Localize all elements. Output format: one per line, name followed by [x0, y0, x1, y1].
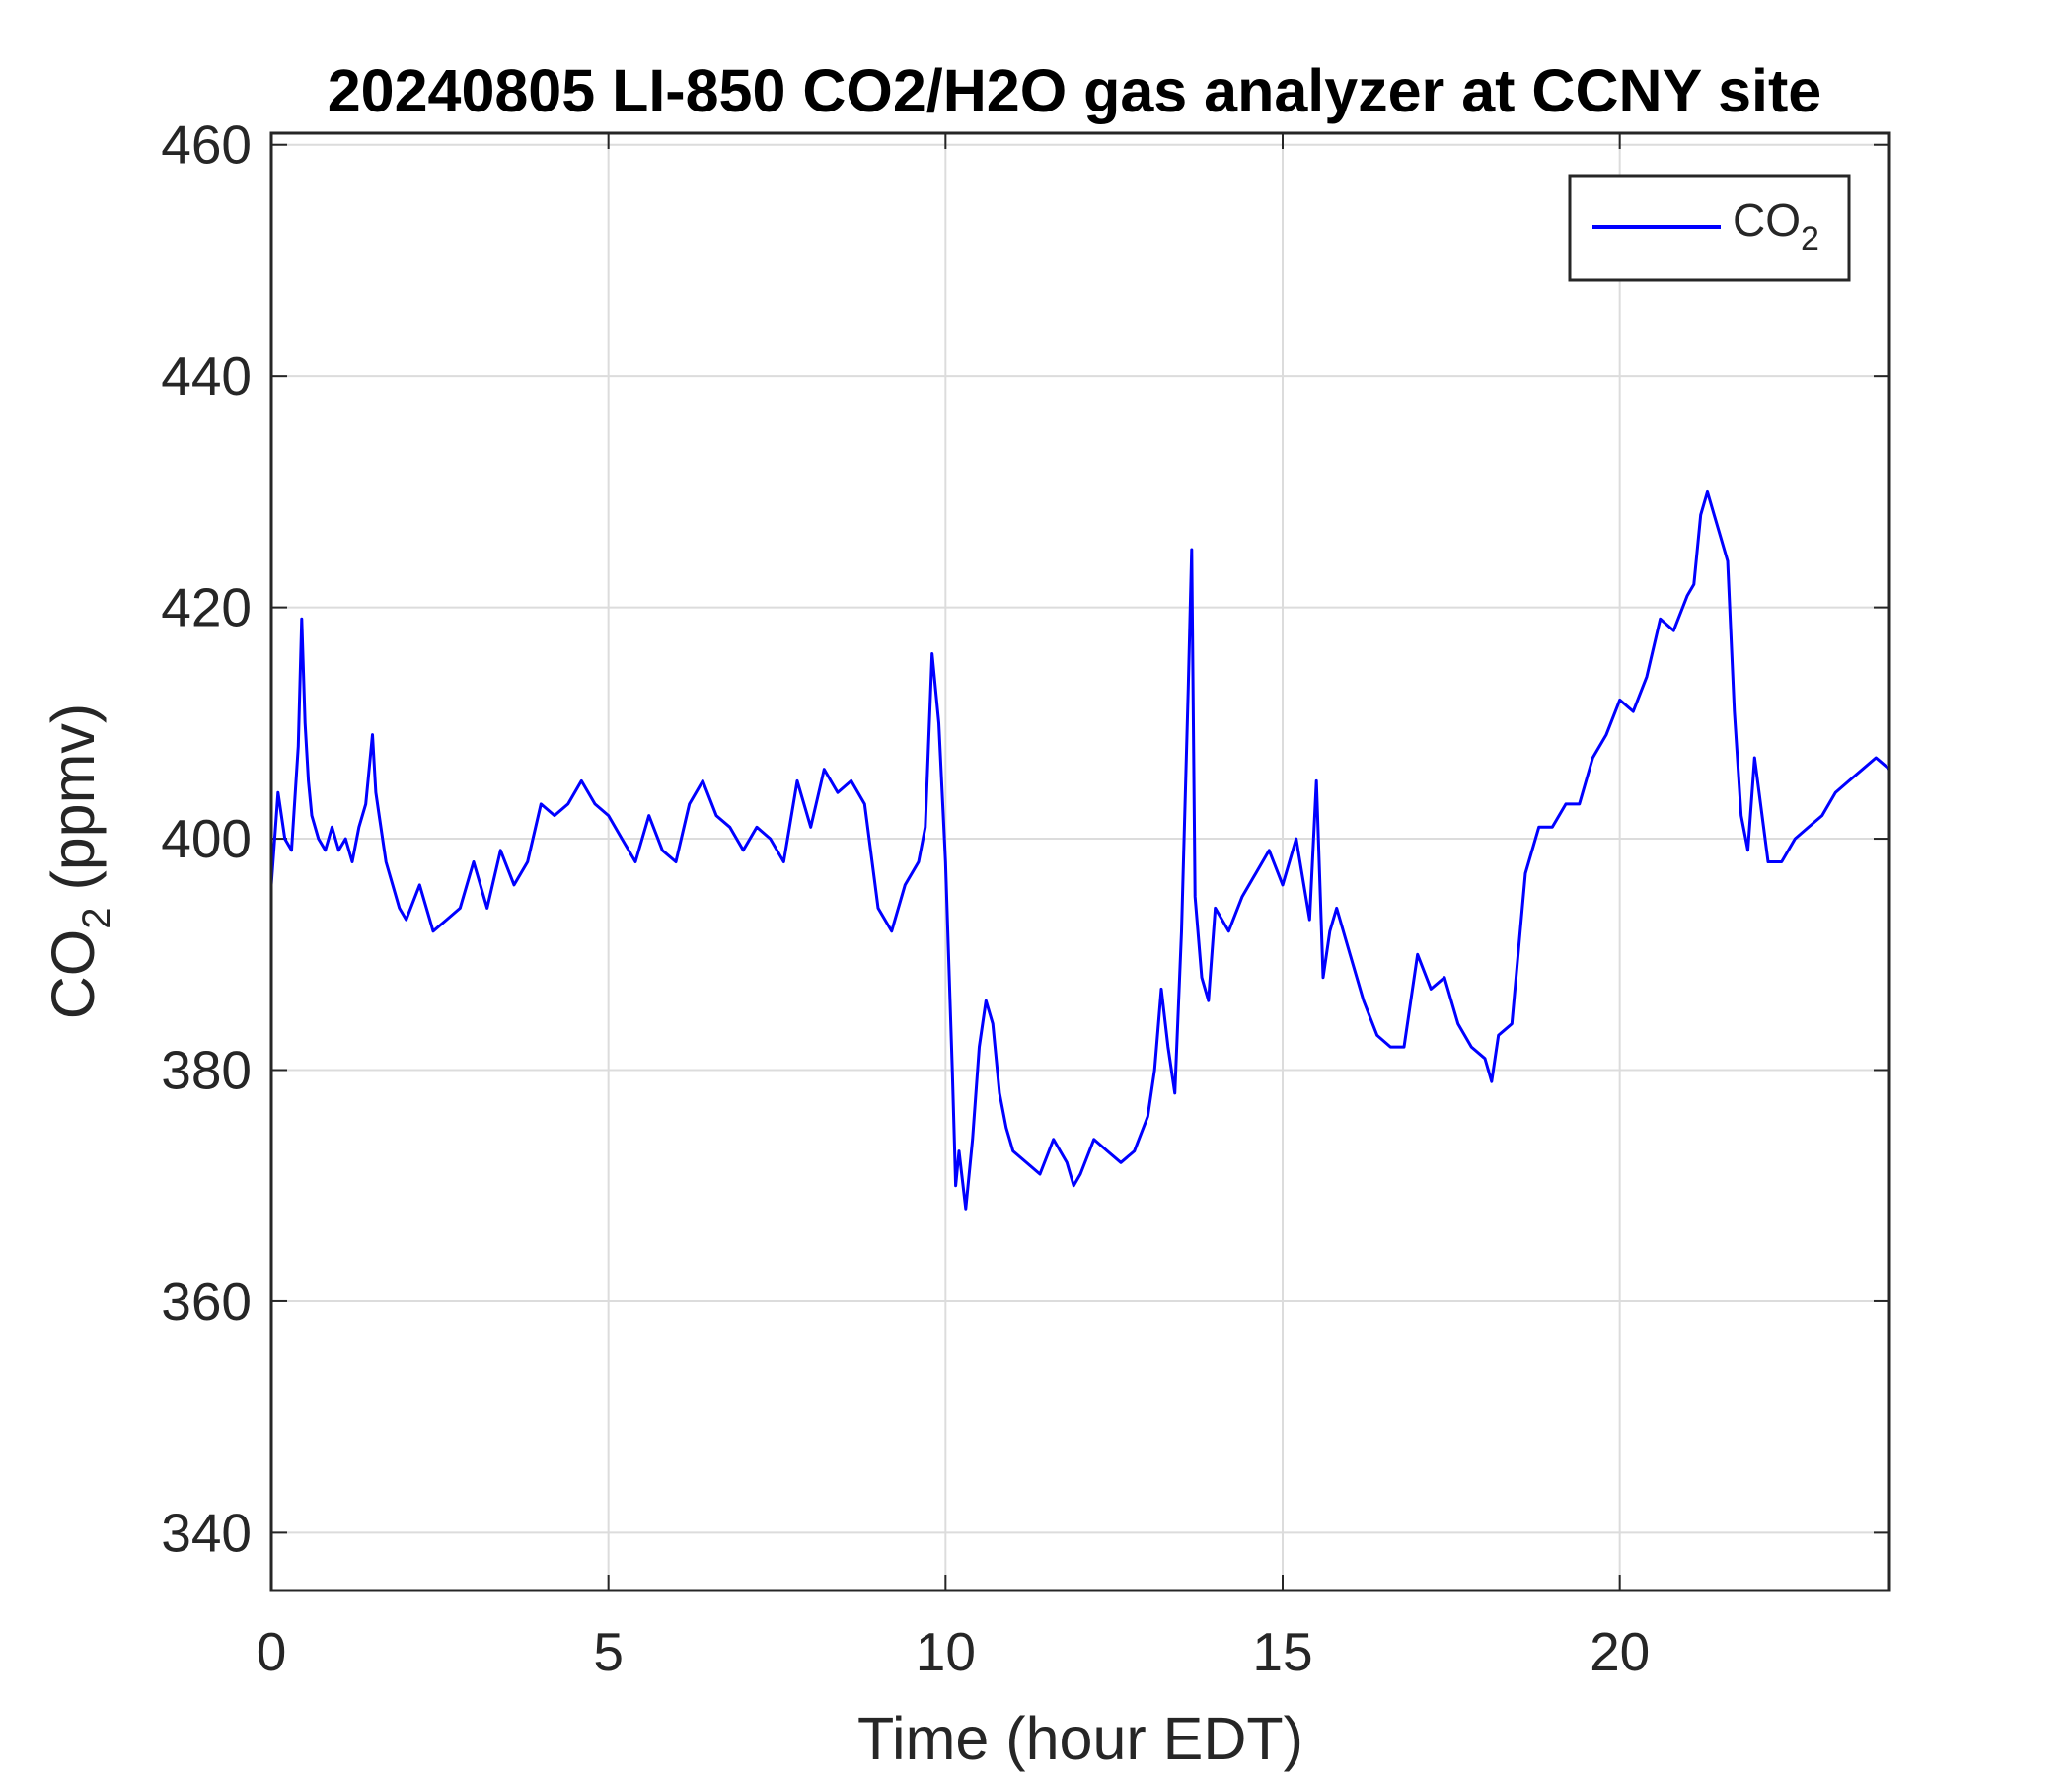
y-axis-label-units: (ppmv): [39, 703, 107, 908]
x-tick-label: 5: [593, 1621, 624, 1682]
series-line-co2: [269, 489, 1890, 1211]
chart-title: 20240805 LI-850 CO2/H2O gas analyzer at …: [328, 57, 1822, 124]
y-tick-label: 460: [161, 114, 252, 176]
y-axis-label: CO2 (ppmv): [39, 703, 118, 1020]
legend-label-main: CO: [1733, 194, 1801, 246]
y-tick-label: 400: [161, 808, 252, 869]
y-tick-label: 380: [161, 1040, 252, 1101]
y-axis-label-main: CO: [39, 929, 107, 1020]
plot-area: [271, 133, 1889, 1591]
axis-ticks: [270, 133, 1889, 1591]
x-tick-label: 0: [257, 1621, 287, 1682]
y-tick-label: 360: [161, 1271, 252, 1332]
x-axis-label: Time (hour EDT): [857, 1705, 1303, 1772]
x-tick-label: 15: [1252, 1621, 1312, 1682]
x-tick-labels: 0 5 10 15 20: [257, 1621, 1651, 1682]
y-tick-label: 440: [161, 345, 252, 407]
plot-frame: [269, 131, 1891, 1592]
y-axis-label-subscript: 2: [75, 908, 118, 929]
x-tick-label: 10: [916, 1621, 976, 1682]
y-tick-label: 340: [161, 1502, 252, 1563]
legend: CO2: [1568, 174, 1851, 282]
y-tick-labels: 340 360 380 400 420 440 460: [161, 114, 252, 1564]
x-tick-label: 20: [1590, 1621, 1650, 1682]
legend-label-subscript: 2: [1801, 220, 1819, 258]
y-tick-label: 420: [161, 577, 252, 638]
legend-label-co2: CO2: [1733, 194, 1819, 258]
